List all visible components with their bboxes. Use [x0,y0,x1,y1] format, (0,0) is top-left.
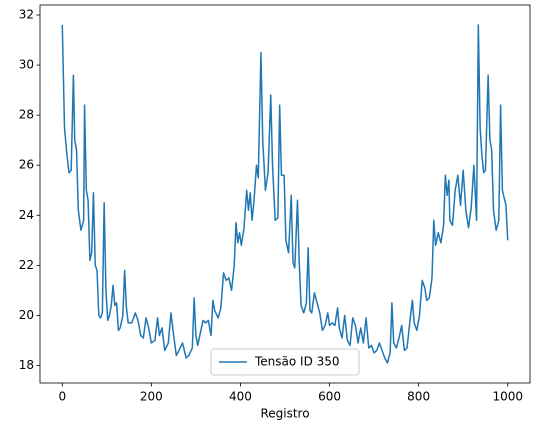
plot-frame [39,4,531,384]
y-tick-label: 32 [19,8,34,22]
legend-box [210,348,360,376]
y-tick-label: 22 [19,258,34,272]
legend-label: Tensão ID 350 [254,355,340,369]
y-tick-label: 24 [19,208,34,222]
data-line [61,24,509,364]
x-tick-label: 1000 [492,390,523,404]
y-tick-label: 26 [19,158,34,172]
y-tick-label: 20 [19,308,34,322]
x-tick-label: 0 [58,390,66,404]
x-tick-label: 800 [407,390,430,404]
y-tick-label: 28 [19,108,34,122]
x-axis-label: Registro [260,407,309,421]
x-tick-label: 200 [140,390,163,404]
x-tick-label: 400 [229,390,252,404]
y-tick-label: 30 [19,58,34,72]
y-tick-label: 18 [19,358,34,372]
x-tick-label: 600 [318,390,341,404]
